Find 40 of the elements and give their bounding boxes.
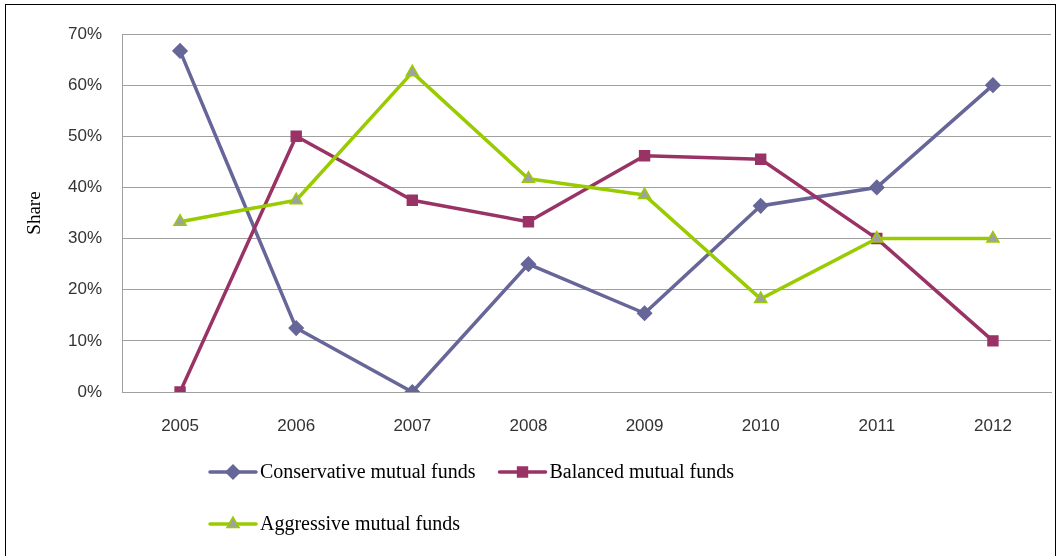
y-tick-label: 50%	[67, 125, 102, 145]
y-tick-label: 10%	[67, 330, 102, 350]
point	[289, 192, 303, 205]
point	[753, 291, 768, 304]
y-axis-title: Share	[23, 191, 45, 235]
point	[405, 64, 420, 77]
x-tick-label: 2007	[393, 415, 432, 435]
y-tick-label: 40%	[67, 177, 102, 197]
point	[754, 153, 767, 165]
point	[172, 43, 188, 59]
legend-label: Conservative mutual funds	[260, 460, 476, 483]
x-tick-label: 2008	[509, 415, 548, 435]
point	[985, 77, 1001, 93]
legend-label: Aggressive mutual funds	[260, 512, 461, 536]
y-tick-label: 20%	[67, 279, 102, 299]
point	[520, 256, 537, 272]
point	[752, 198, 769, 214]
y-tick-label: 70%	[67, 23, 102, 43]
y-tick-label: 60%	[67, 74, 102, 94]
x-tick-label: 2010	[741, 415, 780, 435]
point	[636, 305, 653, 321]
legend-label: Balanced mutual funds	[549, 460, 735, 483]
x-tick-label: 2009	[625, 415, 664, 435]
point	[522, 216, 535, 228]
point	[290, 130, 302, 142]
y-tick-label: 30%	[67, 228, 102, 248]
x-tick-label: 2006	[277, 415, 316, 435]
point	[637, 187, 652, 200]
point	[406, 194, 419, 206]
point	[521, 170, 536, 183]
x-tick-label: 2005	[161, 415, 199, 435]
point	[173, 213, 187, 226]
point	[986, 230, 1000, 243]
point	[288, 320, 304, 336]
point	[638, 150, 651, 162]
y-tick-label: 0%	[77, 381, 102, 401]
point	[987, 335, 999, 347]
point	[869, 179, 885, 196]
x-tick-label: 2012	[974, 415, 1012, 435]
x-tick-label: 2011	[858, 415, 896, 435]
